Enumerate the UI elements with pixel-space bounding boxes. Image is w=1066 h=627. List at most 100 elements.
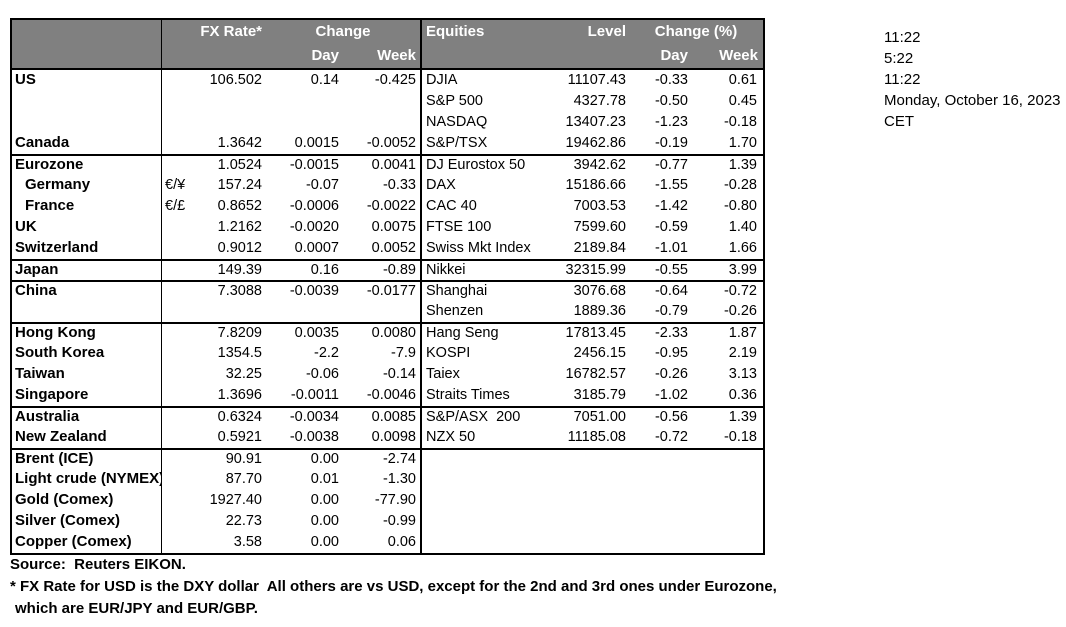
equity-level-cell: 1889.36 [573,303,626,319]
fx-day-change-cell: 0.16 [310,262,339,278]
country-cell: Australia [12,408,162,427]
fx-rate-cell: 1354.5 [217,345,262,361]
country-cell: UK [12,217,162,238]
country-cell: Canada [12,133,162,154]
equity-name-cell: DJ Eurostox 50 [426,157,526,173]
currency-pair-cell [162,91,194,112]
equity-day-change-cell: -0.19 [654,135,688,151]
fx-day-change-cell: 0.0007 [294,240,339,256]
header-blank-cell [162,44,194,68]
fx-day-change-cell: -0.0020 [289,219,339,235]
fx-rate-cell: 149.39 [217,262,262,278]
currency-pair-cell [162,450,194,469]
fx-week-change-cell: 0.0041 [343,156,422,175]
equity-day-change-cell [630,511,692,532]
fx-day-change-cell: -0.06 [305,366,339,382]
country-cell: China [12,282,162,301]
equity-level-cell: 2189.84 [573,240,626,256]
equity-name-cell: KOSPI [426,345,471,361]
equity-day-change-cell: -0.64 [654,283,688,299]
equity-week-change-cell: 0.61 [728,72,757,88]
fx-week-change-cell: 0.0085 [343,408,422,427]
equity-week-change-cell: 1.39 [728,157,757,173]
currency-pair-cell [162,156,194,175]
equity-day-change-cell: -1.02 [654,387,688,403]
equity-name-cell [422,511,534,532]
table-row: France €/£ 0.8652 -0.0006 -0.0022 CAC 40… [12,196,763,217]
fx-day-change-cell: -0.0015 [289,157,339,173]
fx-day-change-cell: -0.0034 [289,409,339,425]
market-data-table: FX Rate* Change Equities Level Change (%… [10,18,765,555]
equity-day-change-cell [630,490,692,511]
currency-pair-cell: €/£ [165,198,186,214]
header-blank-cell [12,20,162,44]
equity-day-change-cell: -0.56 [654,409,688,425]
fx-week-change-cell: -0.425 [343,70,422,91]
equity-level-cell: 3185.79 [573,387,626,403]
fx-rate-cell: 0.5921 [217,429,262,445]
fx-rate-cell: 157.24 [217,177,262,193]
fx-day-change-cell: 0.0035 [294,325,339,341]
fx-week-change-cell: -2.74 [343,450,422,469]
equity-week-change-cell: -0.26 [723,303,757,319]
equity-level-cell: 19462.86 [565,135,626,151]
fx-day-change-cell: 0.00 [310,492,339,508]
equity-week-change-cell: 0.45 [728,93,757,109]
equity-name-cell: Taiex [426,366,460,382]
table-row: Gold (Comex) 1927.40 0.00 -77.90 [12,490,763,511]
fx-rate-cell [194,112,266,133]
equity-day-change-cell: -0.33 [654,72,688,88]
fx-week-change-cell: -77.90 [343,490,422,511]
fx-week-change-cell: -0.0022 [343,196,422,217]
currency-pair-cell [162,282,194,301]
table-body: US 106.502 0.14 -0.425 DJIA 11107.43 -0.… [12,70,763,553]
country-cell: Japan [12,261,162,280]
fx-rate-footnote-line1: * FX Rate for USD is the DXY dollar All … [10,578,777,595]
equity-week-change-cell: 3.99 [728,262,757,278]
table-row: Eurozone 1.0524 -0.0015 0.0041 DJ Eurost… [12,154,763,175]
fx-rate-cell [194,91,266,112]
equity-week-change-cell: 1.40 [728,219,757,235]
table-row: S&P 500 4327.78 -0.50 0.45 [12,91,763,112]
fx-rate-cell: 1.2162 [217,219,262,235]
equity-week-change-cell [692,469,762,490]
country-cell [12,91,162,112]
equity-name-cell [422,532,534,553]
currency-pair-cell [162,532,194,553]
fx-week-change-cell: 0.0075 [343,217,422,238]
table-header: FX Rate* Change Equities Level Change (%… [12,20,763,70]
table-row: Shenzen 1889.36 -0.79 -0.26 [12,301,763,322]
equity-level-cell: 7003.53 [573,198,626,214]
equity-name-cell: DAX [426,177,456,193]
table-row: Copper (Comex) 3.58 0.00 0.06 [12,532,763,553]
country-cell: Eurozone [12,156,162,175]
fx-week-change-cell: 0.0052 [343,238,422,259]
fx-day-change-cell: 0.01 [310,471,339,487]
currency-pair-cell [162,112,194,133]
level-header: Level [587,23,626,40]
equity-week-change-cell: 0.36 [728,387,757,403]
table-row: UK 1.2162 -0.0020 0.0075 FTSE 100 7599.6… [12,217,763,238]
table-row: NASDAQ 13407.23 -1.23 -0.18 [12,112,763,133]
country-cell: Switzerland [12,238,162,259]
table-row: Japan 149.39 0.16 -0.89 Nikkei 32315.99 … [12,259,763,280]
fx-week-change-cell: -1.30 [343,469,422,490]
fx-week-change-cell: -0.89 [343,261,422,280]
table-row: Australia 0.6324 -0.0034 0.0085 S&P/ASX … [12,406,763,427]
equity-day-change-cell: -1.23 [654,114,688,130]
fx-rate-header: FX Rate* [200,23,262,40]
country-cell: Taiwan [12,364,162,385]
table-row: Switzerland 0.9012 0.0007 0.0052 Swiss M… [12,238,763,259]
currency-pair-cell [162,364,194,385]
equity-week-change-cell [692,490,762,511]
timestamp-block: 11:22 5:22 11:22 Monday, October 16, 202… [884,27,1061,132]
equity-day-change-cell: -1.01 [654,240,688,256]
currency-pair-cell [162,511,194,532]
fx-day-header: Day [311,47,339,64]
equity-name-cell: S&P/ASX 200 [426,409,521,425]
fx-day-change-cell [266,112,343,133]
fx-rate-cell: 7.3088 [217,283,262,299]
source-note: Source: Reuters EIKON. [10,556,186,573]
fx-week-change-cell: -0.0046 [343,385,422,406]
equity-level-cell [534,511,630,532]
